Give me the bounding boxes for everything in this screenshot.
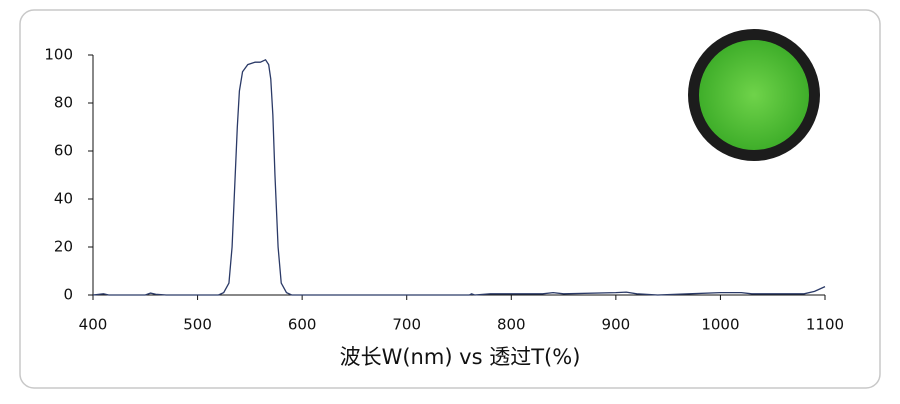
y-tick-label: 80	[54, 94, 73, 112]
x-tick-label: 500	[183, 316, 212, 334]
x-tick-label: 1100	[806, 316, 844, 334]
spectrum-line	[92, 58, 826, 296]
y-tick-label: 20	[54, 238, 73, 256]
y-tick-label: 100	[44, 46, 73, 64]
x-tick-label: 1000	[701, 316, 739, 334]
card	[19, 9, 881, 389]
y-tick-label: 0	[63, 286, 73, 304]
x-tick-label: 900	[602, 316, 631, 334]
x-tick-label: 800	[497, 316, 526, 334]
x-axis-label: 波长W(nm) vs 透过T(%)	[340, 345, 581, 369]
x-tick-label: 600	[288, 316, 317, 334]
filter-glass	[699, 40, 809, 150]
x-tick-label: 700	[392, 316, 421, 334]
y-tick-label: 60	[54, 142, 73, 160]
x-tick-label: 400	[79, 316, 108, 334]
y-tick-label: 40	[54, 190, 73, 208]
